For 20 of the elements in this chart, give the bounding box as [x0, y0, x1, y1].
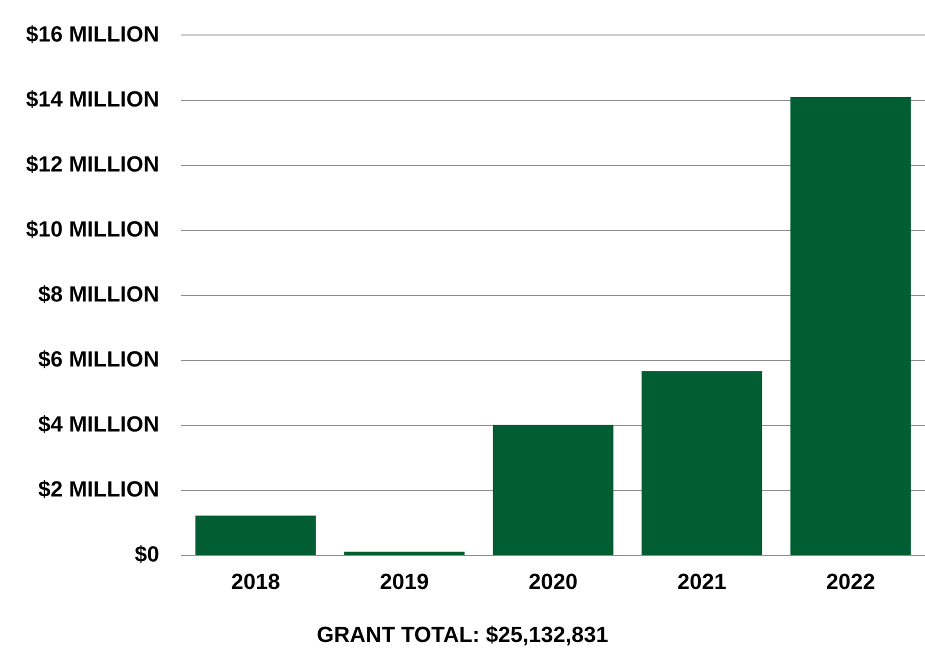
- x-tick-label: 2019: [380, 568, 429, 594]
- y-tick-label: $16 MILLION: [26, 21, 160, 46]
- bar: [344, 552, 465, 556]
- x-tick-label: 2020: [528, 568, 578, 594]
- y-tick-label: $4 MILLION: [38, 412, 160, 437]
- y-tick-label: $12 MILLION: [26, 151, 160, 176]
- y-tick-label: $0: [134, 542, 160, 567]
- bar: [195, 516, 316, 556]
- y-tick-label: $14 MILLION: [26, 86, 160, 112]
- y-tick-label: $6 MILLION: [38, 346, 160, 372]
- x-tick-label: 2021: [677, 568, 726, 594]
- x-tick-label: 2018: [231, 568, 280, 594]
- y-tick-label: $8 MILLION: [38, 281, 160, 306]
- bar: [790, 97, 911, 556]
- x-tick-label: 2022: [826, 568, 876, 594]
- y-tick-label: $2 MILLION: [38, 476, 160, 502]
- text: GRANT TOTAL: $25,132,831: [316, 622, 610, 648]
- bar: [642, 371, 762, 556]
- y-tick-label: $10 MILLION: [26, 216, 160, 242]
- bar: [492, 424, 614, 556]
